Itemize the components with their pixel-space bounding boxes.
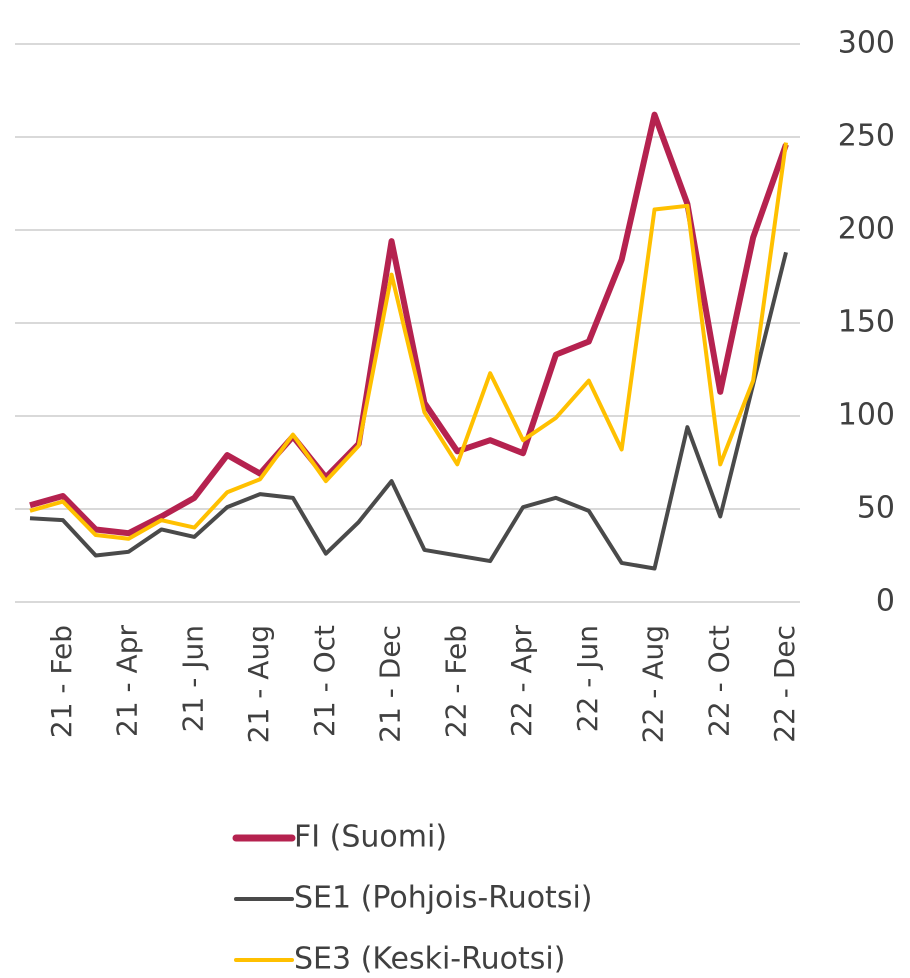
x-tick-label: 21 - Dec xyxy=(374,625,407,743)
y-tick-label: 200 xyxy=(838,212,895,247)
legend-label: SE3 (Keski-Ruotsi) xyxy=(294,942,565,977)
line-series xyxy=(29,111,789,537)
y-tick-label: 100 xyxy=(838,398,895,433)
x-tick-label: 22 - Oct xyxy=(702,625,735,737)
y-tick-label: 150 xyxy=(838,305,895,340)
legend-label: SE1 (Pohjois-Ruotsi) xyxy=(294,881,593,916)
line-series xyxy=(29,251,788,571)
x-tick-label: 22 - Aug xyxy=(637,625,670,743)
x-tick-label: 21 - Feb xyxy=(45,625,78,738)
x-tick-label: 21 - Jun xyxy=(176,625,209,732)
x-tick-label: 21 - Aug xyxy=(242,625,275,743)
x-tick-label: 22 - Feb xyxy=(439,625,472,738)
y-tick-label: 0 xyxy=(876,584,895,619)
x-tick-label: 21 - Apr xyxy=(111,625,144,737)
x-tick-label: 22 - Apr xyxy=(505,625,538,737)
y-tick-label: 50 xyxy=(857,491,895,526)
y-tick-label: 250 xyxy=(838,119,895,154)
y-tick-label: 300 xyxy=(838,26,895,61)
legend-label: FI (Suomi) xyxy=(294,820,447,855)
x-tick-label: 22 - Jun xyxy=(571,625,604,732)
x-tick-label: 22 - Dec xyxy=(768,625,801,743)
x-tick-label: 21 - Oct xyxy=(308,625,341,737)
line-series xyxy=(29,142,788,541)
